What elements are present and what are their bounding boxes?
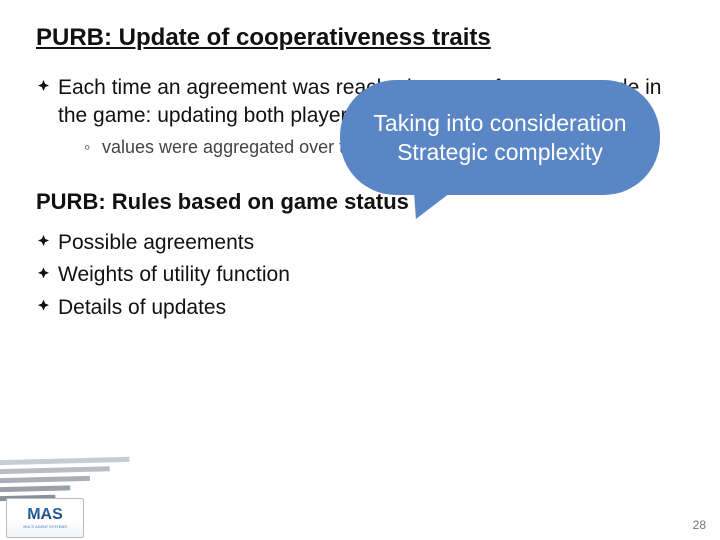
logo-text: MAS xyxy=(27,507,63,523)
callout-body: Taking into consideration Strategic comp… xyxy=(340,80,660,195)
page-number: 28 xyxy=(693,518,706,532)
bullet-list-2: Possible agreements Weights of utility f… xyxy=(36,229,684,322)
list-item: Possible agreements xyxy=(36,229,684,257)
list-item: Details of updates xyxy=(36,294,684,322)
list-item-text: Possible agreements xyxy=(58,231,254,254)
callout-tail xyxy=(404,175,460,226)
list-item-text: Weights of utility function xyxy=(58,263,290,286)
callout-text: Taking into consideration Strategic comp… xyxy=(358,109,642,167)
slide: PURB: Update of cooperativeness traits E… xyxy=(0,0,720,540)
list-item: Weights of utility function xyxy=(36,261,684,289)
mas-logo: MAS MULTI AGENT SYSTEMS xyxy=(6,498,84,538)
logo-tagline: MULTI AGENT SYSTEMS xyxy=(23,524,67,529)
slide-title-1: PURB: Update of cooperativeness traits xyxy=(36,24,684,52)
list-item-text: Details of updates xyxy=(58,296,226,319)
callout-bubble: Taking into consideration Strategic comp… xyxy=(340,80,660,220)
